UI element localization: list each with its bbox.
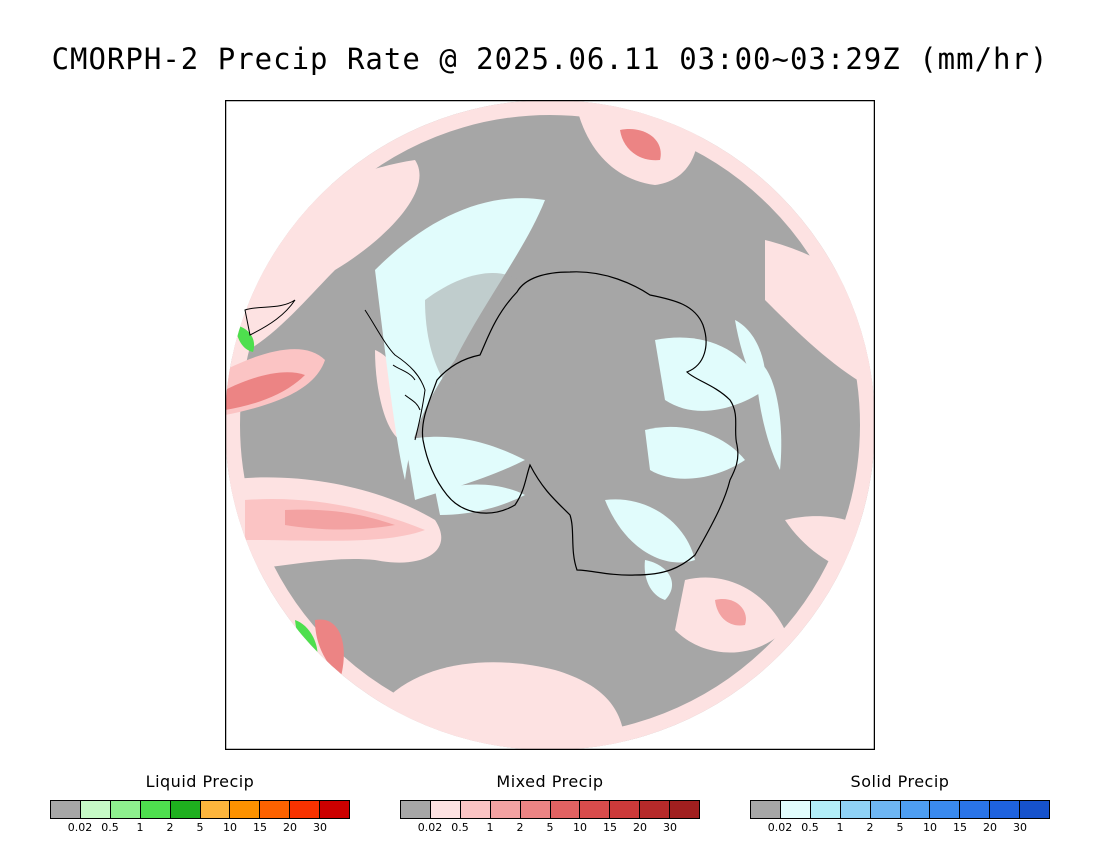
legend-tick-label: 30 <box>1013 821 1027 834</box>
legend-ticks-solid: 0.02 0.5 1 2 5 10 15 20 30 <box>750 821 1050 835</box>
legend-tick-label: 2 <box>516 821 524 834</box>
legend-mixed: Mixed Precip 0.02 0.5 1 2 5 10 15 20 30 <box>400 772 700 835</box>
legend-tick-label: 0.5 <box>451 821 469 834</box>
legend-swatch-mixed <box>430 801 461 818</box>
legend-title-liquid: Liquid Precip <box>145 772 255 791</box>
legend-swatch-solid <box>870 801 901 818</box>
solid-precip-field <box>655 337 765 411</box>
legend-swatch-mixed <box>550 801 581 818</box>
mixed-precip-field <box>385 662 625 750</box>
legend-tick-label: 20 <box>283 821 297 834</box>
solid-precip-field <box>755 360 782 470</box>
south-america-coast <box>244 299 296 336</box>
legend-tick-label: 10 <box>223 821 237 834</box>
legend-swatch-solid <box>900 801 931 818</box>
legend-tick-label: 0.5 <box>801 821 819 834</box>
legend-ticks-liquid: 0.02 0.5 1 2 5 10 15 20 30 <box>50 821 350 835</box>
legend-swatch-liquid <box>110 801 141 818</box>
legend-swatch-solid <box>780 801 811 818</box>
legend-solid: Solid Precip 0.02 0.5 1 2 5 10 15 20 30 <box>750 772 1050 835</box>
legend-swatch-solid <box>960 801 991 818</box>
legend-swatch-mixed <box>460 801 491 818</box>
legend-liquid: Liquid Precip 0.02 0.5 1 2 5 10 15 20 30 <box>50 772 350 835</box>
legend-swatch-liquid <box>260 801 291 818</box>
legend-tick-label: 30 <box>663 821 677 834</box>
mixed-precip-field <box>315 619 344 680</box>
legend-tick-label: 0.02 <box>767 821 793 834</box>
legend-tick-label: 15 <box>953 821 967 834</box>
legend-swatch-solid <box>930 801 961 818</box>
solid-precip-field <box>644 560 673 600</box>
solid-precip-field <box>645 426 745 479</box>
precip-map <box>225 100 875 750</box>
antarctica-coastline <box>421 271 739 576</box>
map-title: CMORPH-2 Precip Rate @ 2025.06.11 03:00~… <box>51 42 1049 76</box>
legend-swatch-mixed <box>490 801 521 818</box>
legend-title-mixed: Mixed Precip <box>496 772 604 791</box>
legend-swatches-liquid <box>50 800 350 819</box>
legend-tick-label: 10 <box>573 821 587 834</box>
legend-swatch-liquid <box>230 801 261 818</box>
solid-precip-field <box>405 436 525 500</box>
liquid-precip-field <box>235 325 255 352</box>
no-precip-streak <box>425 273 525 390</box>
legend-swatch-mixed <box>401 801 431 818</box>
legend-swatch-liquid <box>320 801 350 818</box>
solid-precip-field <box>435 484 525 515</box>
legend-swatches-solid <box>750 800 1050 819</box>
legend-tick-label: 15 <box>253 821 267 834</box>
legend-tick-label: 5 <box>546 821 554 834</box>
legend-swatch-solid <box>840 801 871 818</box>
legend-swatch-mixed <box>520 801 551 818</box>
legend-tick-label: 20 <box>633 821 647 834</box>
legend-swatch-liquid <box>51 801 81 818</box>
legend-swatch-solid <box>810 801 841 818</box>
legend-swatch-liquid <box>200 801 231 818</box>
legend-tick-label: 5 <box>896 821 904 834</box>
legend-tick-label: 30 <box>313 821 327 834</box>
legend-title-solid: Solid Precip <box>850 772 950 791</box>
legend-tick-label: 15 <box>603 821 617 834</box>
solid-precip-field <box>605 499 695 563</box>
legend-swatch-solid <box>751 801 781 818</box>
legend-tick-label: 2 <box>866 821 874 834</box>
legend-tick-label: 10 <box>923 821 937 834</box>
legend-ticks-mixed: 0.02 0.5 1 2 5 10 15 20 30 <box>400 821 700 835</box>
legend-tick-label: 0.02 <box>67 821 93 834</box>
legend-tick-label: 20 <box>983 821 997 834</box>
mixed-precip-field <box>715 599 746 626</box>
legend-swatch-liquid <box>170 801 201 818</box>
legend-swatch-mixed <box>610 801 641 818</box>
antarctic-peninsula-coast <box>364 309 426 441</box>
legend-tick-label: 1 <box>836 821 844 834</box>
mixed-precip-field <box>225 160 420 360</box>
peninsula-islands <box>392 364 421 411</box>
map-panel <box>225 100 875 750</box>
legend-swatch-solid <box>990 801 1021 818</box>
legend-swatch-mixed <box>580 801 611 818</box>
mixed-precip-field <box>620 129 661 161</box>
globe-disk <box>225 100 875 750</box>
legend-tick-label: 5 <box>196 821 204 834</box>
legend-tick-label: 2 <box>166 821 174 834</box>
legend-swatch-mixed <box>640 801 671 818</box>
legend-tick-label: 0.02 <box>417 821 443 834</box>
legend-swatch-liquid <box>80 801 111 818</box>
legend-tick-label: 1 <box>136 821 144 834</box>
legend-tick-label: 1 <box>486 821 494 834</box>
legend-swatches-mixed <box>400 800 700 819</box>
legend-swatch-mixed <box>670 801 700 818</box>
mixed-precip-field <box>225 372 305 410</box>
mixed-precip-field <box>285 509 395 530</box>
legend-swatch-solid <box>1020 801 1050 818</box>
legend-tick-label: 0.5 <box>101 821 119 834</box>
legend-swatch-liquid <box>290 801 321 818</box>
map-border <box>225 100 875 750</box>
legend-swatch-liquid <box>140 801 171 818</box>
